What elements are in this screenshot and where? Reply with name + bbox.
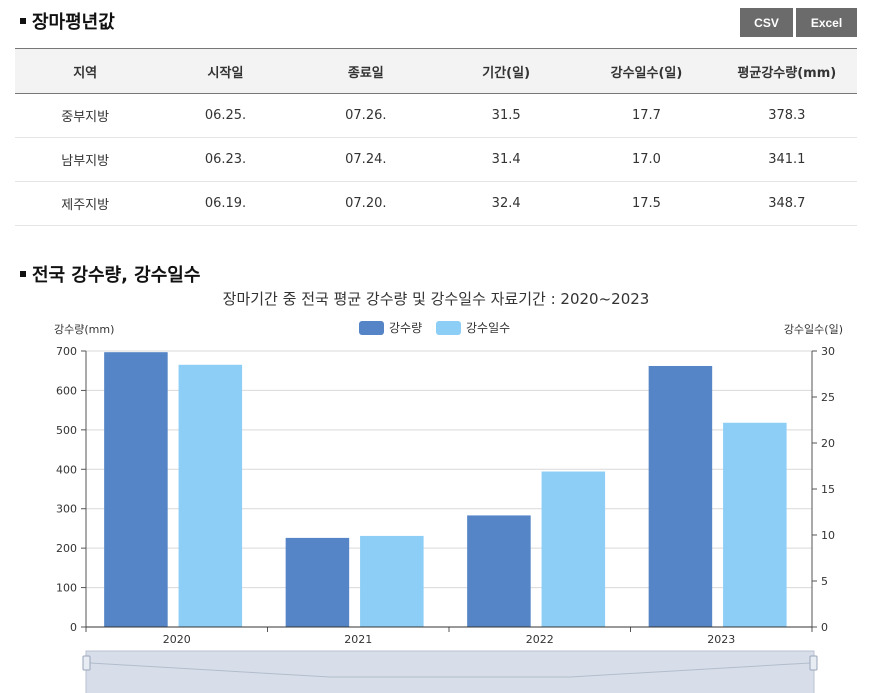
cell-start: 06.19.	[155, 181, 296, 226]
column-header: 시작일	[155, 48, 296, 94]
excel-download-button[interactable]: Excel	[796, 8, 857, 37]
x-tick-label: 2023	[707, 633, 735, 646]
bar-rainfall	[467, 515, 531, 627]
x-tick-label: 2022	[526, 633, 554, 646]
column-header: 기간(일)	[435, 48, 577, 94]
legend-swatch	[359, 321, 384, 335]
zoom-slider-track[interactable]	[85, 650, 815, 693]
legend-swatch	[436, 321, 461, 335]
column-header: 강수일수(일)	[576, 48, 717, 94]
zoom-slider-left-handle[interactable]	[82, 655, 91, 671]
section-title-text: 전국 강수량, 강수일수	[32, 265, 201, 286]
y-tick-label-right: 25	[821, 391, 835, 404]
zoom-slider-preview	[89, 662, 811, 678]
cell-region: 남부지방	[15, 137, 156, 182]
bar-rainfall	[104, 352, 168, 627]
cell-period: 31.5	[435, 93, 577, 138]
cell-end: 07.26.	[295, 93, 436, 138]
cell-region: 중부지방	[15, 93, 156, 138]
section-title-normals: 장마평년값	[20, 8, 115, 34]
cell-end: 07.24.	[295, 137, 436, 182]
y-tick-label-left: 700	[56, 345, 77, 358]
cell-start: 06.23.	[155, 137, 296, 182]
y-axis-right-label: 강수일수(일)	[784, 322, 843, 336]
section-title-text: 장마평년값	[32, 12, 115, 33]
csv-download-button[interactable]: CSV	[740, 8, 793, 37]
y-tick-label-right: 5	[821, 575, 828, 588]
column-header: 종료일	[295, 48, 436, 94]
rainfall-chart: 장마기간 중 전국 평균 강수량 및 강수일수 자료기간 : 2020~2023…	[54, 290, 843, 693]
bar-rain-days	[360, 535, 424, 627]
y-tick-label-left: 300	[56, 503, 77, 516]
y-tick-label-left: 600	[56, 384, 77, 397]
y-tick-label-right: 30	[821, 345, 835, 358]
table-header-row: 지역 시작일 종료일 기간(일) 강수일수(일) 평균강수량(mm)	[15, 48, 857, 94]
legend-label: 강수량	[389, 321, 422, 335]
cell-period: 31.4	[435, 137, 577, 182]
chart-title: 장마기간 중 전국 평균 강수량 및 강수일수 자료기간 : 2020~2023	[223, 290, 650, 308]
cell-end: 07.20.	[295, 181, 436, 226]
y-tick-label-right: 10	[821, 529, 835, 542]
cell-rain-days: 17.5	[576, 181, 717, 226]
column-header: 평균강수량(mm)	[716, 48, 857, 94]
y-axis-left-label: 강수량(mm)	[54, 323, 114, 336]
cell-rain-days: 17.7	[576, 93, 717, 138]
cell-rainfall: 348.7	[716, 181, 857, 226]
cell-rainfall: 341.1	[716, 137, 857, 182]
y-tick-label-right: 0	[821, 621, 828, 634]
table-row: 남부지방 06.23. 07.24. 31.4 17.0 341.1	[15, 137, 857, 182]
bar-rain-days	[723, 422, 787, 627]
cell-period: 32.4	[435, 181, 577, 226]
x-tick-label: 2020	[163, 633, 191, 646]
y-tick-label-left: 0	[70, 621, 77, 634]
y-tick-label-left: 400	[56, 463, 77, 476]
bullet-square-icon	[20, 271, 26, 277]
cell-start: 06.25.	[155, 93, 296, 138]
cell-rain-days: 17.0	[576, 137, 717, 182]
y-tick-label-left: 200	[56, 542, 77, 555]
bullet-square-icon	[20, 18, 26, 24]
y-tick-label-left: 100	[56, 582, 77, 595]
section-title-rainfall: 전국 강수량, 강수일수	[20, 261, 200, 287]
bar-rainfall	[285, 537, 350, 627]
legend-label: 강수일수	[466, 321, 510, 335]
table-row: 중부지방 06.25. 07.26. 31.5 17.7 378.3	[15, 93, 857, 138]
y-tick-label-right: 15	[821, 483, 835, 496]
zoom-slider-right-handle[interactable]	[809, 655, 818, 671]
bar-rainfall	[648, 365, 713, 627]
cell-region: 제주지방	[15, 181, 156, 226]
cell-rainfall: 378.3	[716, 93, 857, 138]
normals-table: 지역 시작일 종료일 기간(일) 강수일수(일) 평균강수량(mm) 중부지방 …	[15, 48, 857, 226]
y-tick-label-left: 500	[56, 424, 77, 437]
bar-rain-days	[541, 471, 606, 627]
y-tick-label-right: 20	[821, 437, 835, 450]
table-row: 제주지방 06.19. 07.20. 32.4 17.5 348.7	[15, 181, 857, 226]
column-header: 지역	[15, 48, 156, 94]
bar-rain-days	[178, 364, 243, 627]
x-tick-label: 2021	[344, 633, 372, 646]
